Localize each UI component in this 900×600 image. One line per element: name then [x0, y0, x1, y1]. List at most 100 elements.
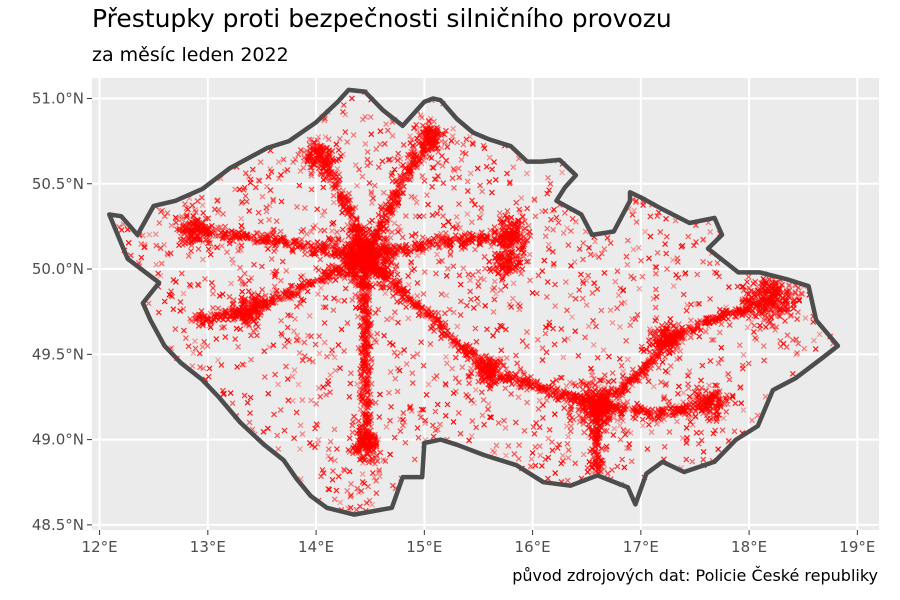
- offense-point: [645, 421, 652, 428]
- offense-point: [402, 439, 409, 446]
- offense-point: [479, 188, 486, 195]
- offense-point: [447, 250, 454, 257]
- offense-point: [802, 315, 809, 322]
- offense-point: [335, 473, 342, 480]
- offense-point: [552, 303, 559, 309]
- offense-point: [293, 303, 300, 310]
- offense-point: [462, 344, 469, 350]
- offense-point: [542, 385, 548, 392]
- offense-point: [491, 278, 498, 285]
- offense-point: [545, 174, 551, 181]
- offense-point: [736, 310, 743, 317]
- offense-point: [648, 429, 655, 436]
- map-title: Přestupky proti bezpečnosti silničního p…: [92, 4, 672, 33]
- offense-point: [752, 334, 759, 341]
- offense-point: [281, 168, 288, 175]
- offense-point: [663, 233, 670, 240]
- offense-point: [222, 334, 229, 341]
- offense-point: [458, 156, 465, 163]
- offense-point: [406, 405, 413, 412]
- offense-point: [639, 422, 646, 429]
- offense-point: [686, 368, 693, 375]
- offense-point: [489, 166, 496, 173]
- offense-point: [221, 324, 228, 330]
- offense-point: [432, 427, 439, 434]
- offense-point: [353, 506, 360, 513]
- offense-point: [544, 190, 551, 197]
- offense-point: [646, 326, 653, 332]
- offense-point: [380, 189, 387, 196]
- offense-point: [645, 378, 652, 385]
- offense-point: [698, 377, 704, 384]
- offense-point: [218, 362, 225, 368]
- offense-point: [185, 343, 192, 350]
- offense-point: [473, 338, 480, 345]
- offense-point: [667, 315, 674, 322]
- offense-point: [558, 374, 565, 381]
- offense-point: [707, 296, 714, 302]
- offense-point: [669, 257, 676, 263]
- offense-point: [414, 425, 421, 431]
- offense-point: [719, 427, 726, 434]
- offense-point: [421, 268, 428, 275]
- offense-point: [457, 430, 464, 437]
- offense-point: [622, 381, 629, 388]
- offense-point: [330, 468, 336, 474]
- offense-point: [308, 333, 315, 340]
- offense-point: [702, 328, 709, 335]
- offense-point: [219, 387, 226, 394]
- offense-point: [620, 368, 627, 375]
- offense-point: [192, 338, 198, 345]
- offense-point: [635, 244, 642, 251]
- offense-point: [693, 384, 700, 391]
- offense-point: [402, 213, 409, 219]
- offense-point: [189, 363, 196, 370]
- offense-point: [544, 475, 551, 482]
- offense-point: [289, 397, 296, 404]
- offense-point: [794, 350, 801, 356]
- offense-point: [475, 283, 482, 290]
- offense-point: [716, 311, 723, 318]
- offense-point: [182, 201, 188, 208]
- offense-point: [387, 369, 394, 375]
- offense-point: [511, 450, 518, 457]
- offense-point: [444, 327, 451, 334]
- offense-point: [346, 435, 353, 442]
- offense-point: [470, 141, 476, 148]
- offense-point: [315, 385, 322, 392]
- offense-point: [464, 211, 471, 218]
- offense-point: [198, 194, 205, 201]
- offense-point: [553, 214, 560, 221]
- offense-point: [663, 380, 670, 387]
- offense-point: [422, 312, 429, 319]
- offense-point: [644, 446, 651, 452]
- offense-point: [654, 213, 661, 220]
- offense-point: [647, 233, 654, 240]
- offense-point: [242, 193, 249, 199]
- offense-point: [679, 327, 686, 334]
- offense-point: [239, 280, 246, 287]
- offense-point: [168, 288, 174, 295]
- offense-point: [370, 195, 377, 202]
- offense-point: [317, 393, 324, 400]
- offense-point: [141, 244, 148, 250]
- offense-point: [423, 192, 430, 199]
- offense-point: [539, 208, 545, 215]
- offense-point: [642, 361, 649, 368]
- offense-point: [304, 288, 311, 295]
- offense-point: [552, 470, 559, 477]
- offense-point: [467, 133, 473, 140]
- offense-point: [200, 209, 207, 216]
- offense-point: [744, 324, 751, 331]
- offense-point: [492, 176, 499, 183]
- offense-point: [634, 311, 641, 318]
- offense-point: [540, 402, 546, 408]
- offense-point: [425, 201, 431, 208]
- offense-point: [560, 354, 567, 361]
- offense-point: [312, 444, 318, 451]
- offense-point: [529, 289, 536, 296]
- offense-point: [518, 383, 524, 390]
- offense-point: [533, 379, 540, 386]
- offense-point: [784, 332, 791, 339]
- offense-point: [265, 390, 272, 397]
